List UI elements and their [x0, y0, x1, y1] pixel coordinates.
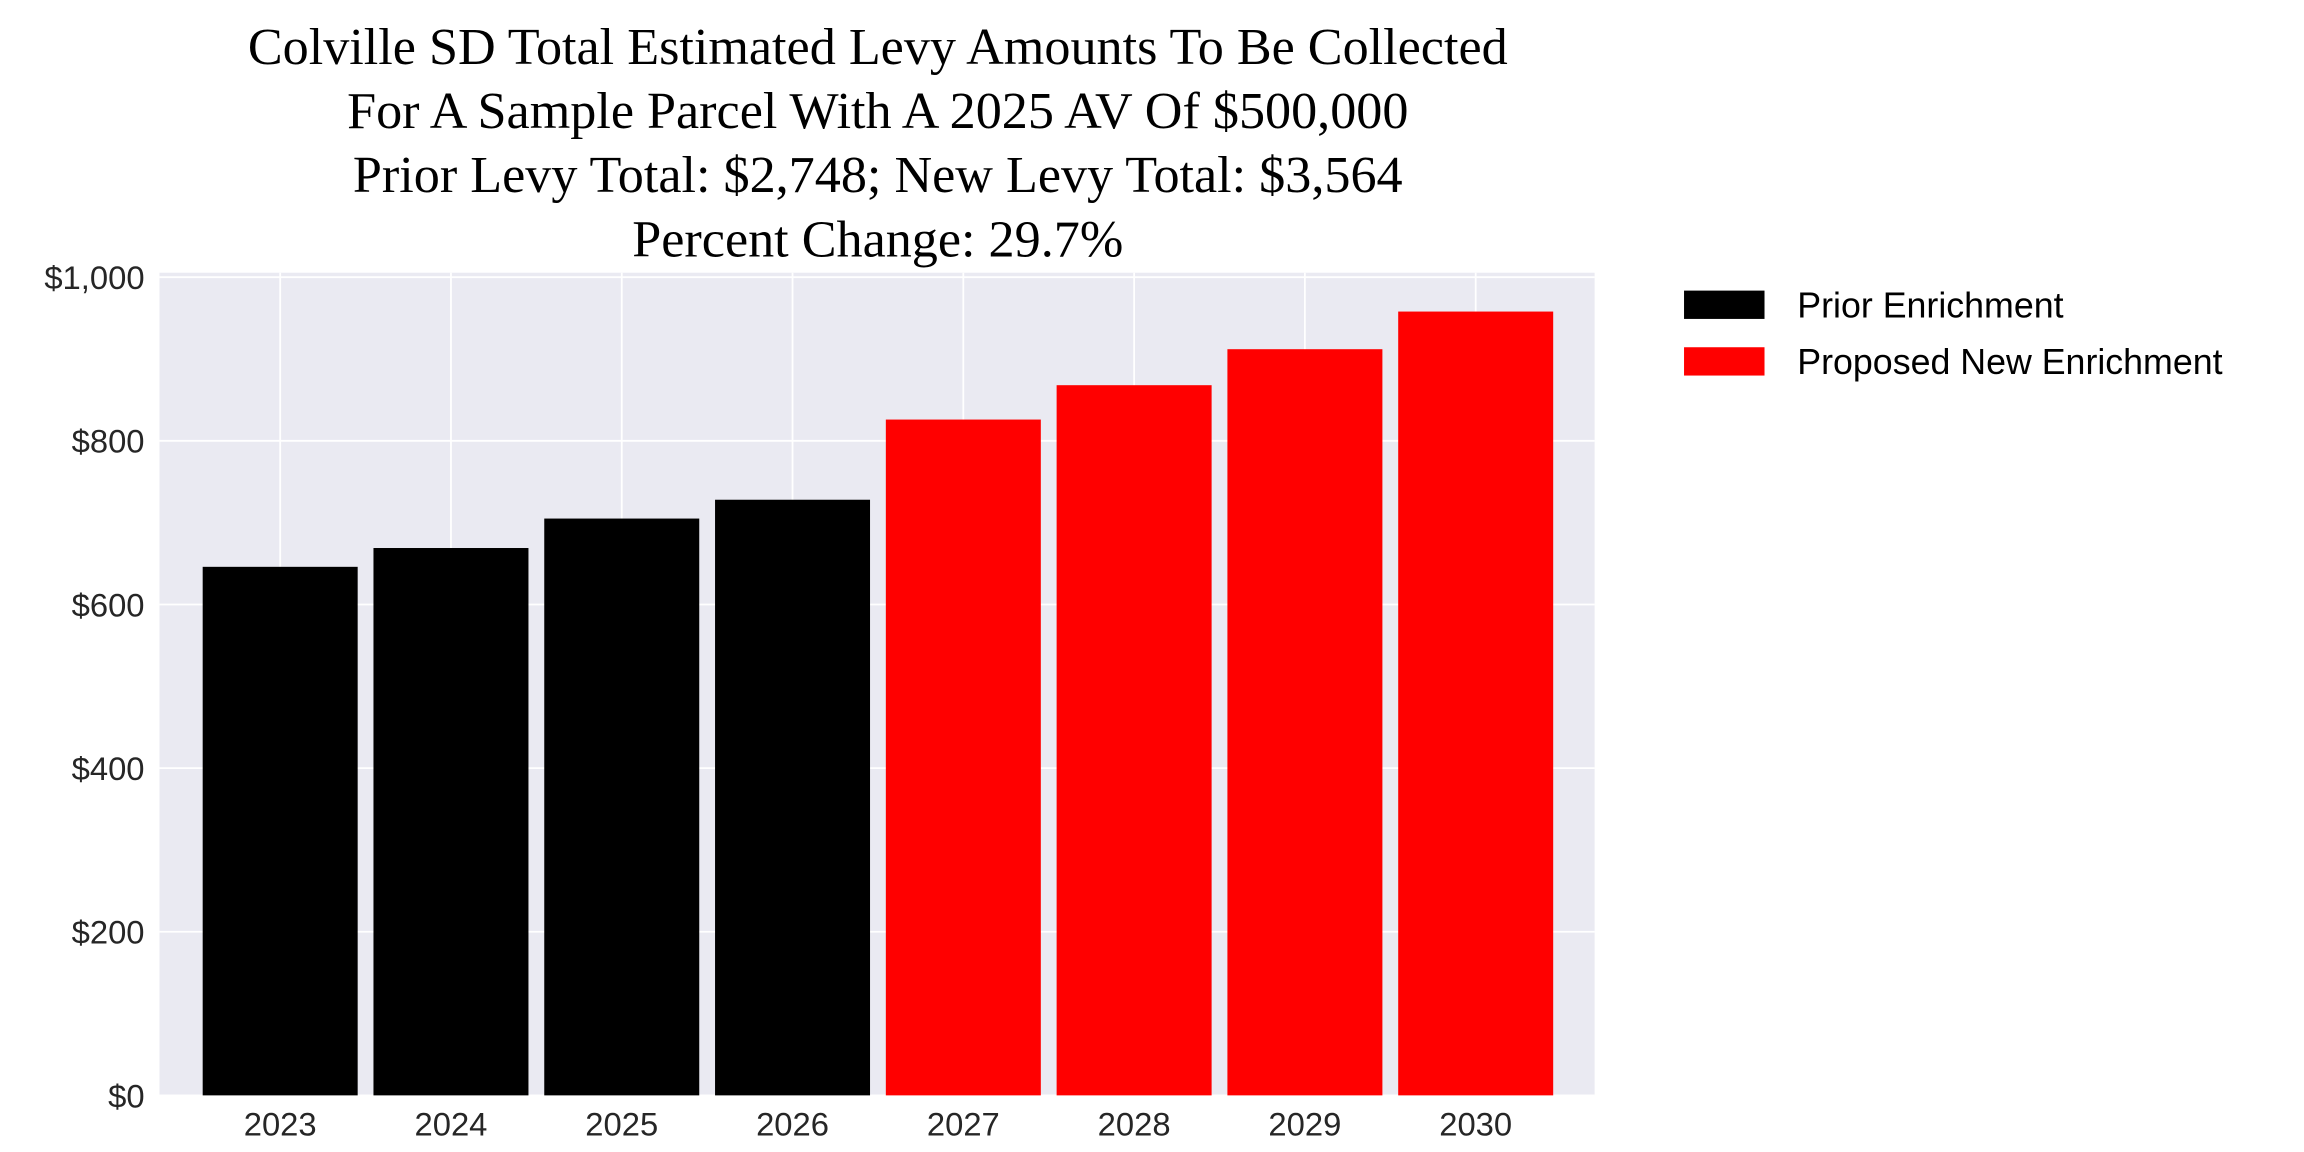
x-tick-label: 2028 [1098, 1106, 1171, 1143]
y-tick-label: $0 [108, 1077, 144, 1114]
x-tick-label: 2025 [585, 1106, 658, 1143]
legend-swatch-proposed [1684, 347, 1765, 376]
y-tick-label: $200 [72, 914, 145, 951]
x-tick-label: 2024 [415, 1106, 488, 1143]
y-tick-label: $800 [72, 423, 145, 460]
y-tick-label: $600 [72, 586, 145, 623]
bar-2023 [202, 566, 358, 1096]
chart-title: Colville SD Total Estimated Levy Amounts… [248, 19, 1508, 268]
x-tick-label: 2030 [1439, 1106, 1512, 1143]
legend-label-prior: Prior Enrichment [1797, 285, 2063, 325]
y-tick-label: $1,000 [44, 259, 144, 296]
title-line-4: Percent Change: 29.7% [632, 211, 1123, 268]
bar-2029 [1227, 349, 1383, 1096]
bar-2027 [885, 419, 1041, 1096]
bar-2030 [1398, 311, 1554, 1096]
bar-2024 [373, 548, 529, 1096]
y-tick-label: $400 [72, 750, 145, 787]
title-line-3: Prior Levy Total: $2,748; New Levy Total… [353, 147, 1403, 204]
legend-swatch-prior [1684, 290, 1765, 319]
bar-2026 [715, 499, 871, 1096]
legend: Prior Enrichment Proposed New Enrichment [1684, 285, 2223, 382]
legend-label-proposed: Proposed New Enrichment [1797, 342, 2222, 382]
bar-2025 [544, 518, 700, 1096]
x-tick-label: 2029 [1268, 1106, 1341, 1143]
x-tick-label: 2027 [927, 1106, 1000, 1143]
x-tick-label: 2026 [756, 1106, 829, 1143]
x-tick-label: 2023 [244, 1106, 317, 1143]
bar-2028 [1056, 385, 1212, 1096]
title-line-1: Colville SD Total Estimated Levy Amounts… [248, 19, 1508, 76]
title-line-2: For A Sample Parcel With A 2025 AV Of $5… [347, 83, 1408, 140]
